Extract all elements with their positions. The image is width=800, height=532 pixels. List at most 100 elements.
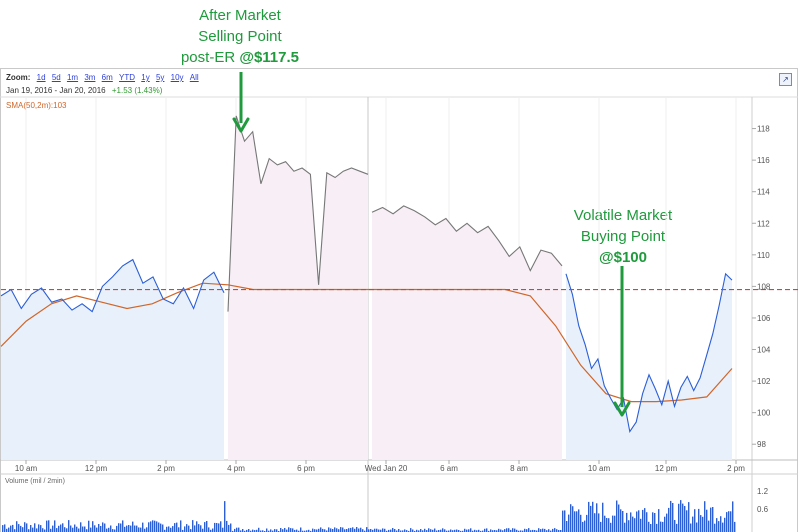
volume-bar <box>398 529 400 532</box>
volume-bar <box>672 503 674 532</box>
volume-bar <box>272 530 274 532</box>
volume-bar <box>276 529 278 532</box>
volume-bar <box>256 529 258 532</box>
volume-bar <box>520 530 522 532</box>
annotation-line: After Market <box>199 7 281 24</box>
volume-bar <box>652 512 654 532</box>
volume-bar <box>98 524 100 532</box>
volume-bar <box>700 515 702 532</box>
volume-bar <box>310 530 312 532</box>
volume-bar <box>316 529 318 532</box>
zoom-option[interactable]: All <box>189 73 199 82</box>
volume-bar <box>348 528 350 532</box>
volume-bar <box>40 525 42 532</box>
volume-bar <box>330 528 332 532</box>
zoom-option[interactable]: 5d <box>51 73 61 82</box>
volume-bar <box>120 523 122 532</box>
volume-bar <box>576 511 578 532</box>
volume-bar <box>262 530 264 532</box>
volume-bar <box>222 527 224 532</box>
volume-bar <box>522 530 524 532</box>
volume-bar <box>314 529 316 532</box>
volume-bar <box>366 527 368 532</box>
zoom-option[interactable]: 1d <box>36 73 46 82</box>
volume-bar <box>164 529 166 532</box>
volume-bar <box>144 528 146 532</box>
volume-bar <box>130 525 132 532</box>
volume-bar <box>724 517 726 532</box>
volume-bar <box>670 500 672 532</box>
volume-bar <box>294 529 296 532</box>
volume-bar <box>42 528 44 532</box>
zoom-option[interactable]: 10y <box>170 73 184 82</box>
expand-icon[interactable]: ↗ <box>779 73 792 86</box>
volume-bar <box>4 524 6 532</box>
volume-bar <box>456 529 458 532</box>
volume-bar <box>462 530 464 532</box>
y-tick-label: 118 <box>757 125 770 134</box>
volume-bar <box>590 505 592 532</box>
arrow-head <box>232 117 250 133</box>
volume-bar <box>384 528 386 532</box>
annotation-line: post-ER <box>180 49 236 66</box>
zoom-toolbar: Zoom: 1d 5d 1m 3m 6m YTD 1y 5y 10y All <box>6 73 199 82</box>
volume-bar <box>546 530 548 532</box>
y-tick-label: 104 <box>757 346 771 355</box>
volume-bar <box>362 529 364 532</box>
zoom-option[interactable]: 1y <box>141 73 150 82</box>
volume-bar <box>400 530 402 532</box>
y-tick-label: 108 <box>757 282 771 291</box>
volume-bar <box>636 511 638 532</box>
volume-bar <box>60 524 62 532</box>
zoom-option[interactable]: 6m <box>101 73 113 82</box>
volume-bar <box>298 530 300 532</box>
volume-bar <box>266 528 268 532</box>
volume-bar <box>694 509 696 532</box>
volume-bar <box>248 529 250 532</box>
volume-bar <box>390 529 392 532</box>
zoom-option[interactable]: 5y <box>155 73 165 82</box>
volume-bar <box>476 530 478 532</box>
volume-bar <box>440 529 442 532</box>
volume-bar <box>194 525 196 532</box>
volume-bar <box>236 527 238 532</box>
volatile-annotation: Volatile Market Buying Point @$100 <box>555 205 691 268</box>
volume-bar <box>376 528 378 532</box>
y-tick-label: 98 <box>757 440 766 449</box>
volume-bar <box>434 528 436 532</box>
volume-bar <box>706 509 708 532</box>
volume-bar <box>626 512 628 532</box>
volume-bar <box>634 518 636 532</box>
volume-bar <box>692 516 694 532</box>
volume-bar <box>190 529 192 532</box>
volume-bar <box>420 529 422 532</box>
volume-bar <box>542 528 544 532</box>
volume-bar <box>166 526 168 532</box>
volume-bar <box>680 500 682 532</box>
volume-bar <box>182 529 184 532</box>
volume-bar <box>460 530 462 532</box>
volume-bar <box>682 503 684 532</box>
volume-bar <box>718 521 720 532</box>
volume-bar <box>686 510 688 532</box>
volume-bar <box>550 530 552 532</box>
volume-bar <box>650 524 652 532</box>
volume-bar <box>504 529 506 532</box>
volume-bar <box>346 529 348 532</box>
volume-bar <box>622 511 624 532</box>
zoom-option[interactable]: 3m <box>84 73 96 82</box>
zoom-option[interactable]: 1m <box>66 73 79 82</box>
volume-bar <box>678 503 680 532</box>
volume-bar <box>160 523 162 532</box>
zoom-option[interactable]: YTD <box>119 73 136 82</box>
volume-bar <box>436 530 438 532</box>
x-tick-label: 2 pm <box>157 464 175 473</box>
volume-bar <box>148 522 150 532</box>
volume-bar <box>378 529 380 532</box>
volume-bar <box>226 520 228 532</box>
volume-bar <box>202 528 204 532</box>
price-line-pre-market <box>371 205 563 272</box>
after-market-annotation: After Market Selling Point post-ER @$117… <box>170 5 310 68</box>
volume-bar <box>704 501 706 532</box>
